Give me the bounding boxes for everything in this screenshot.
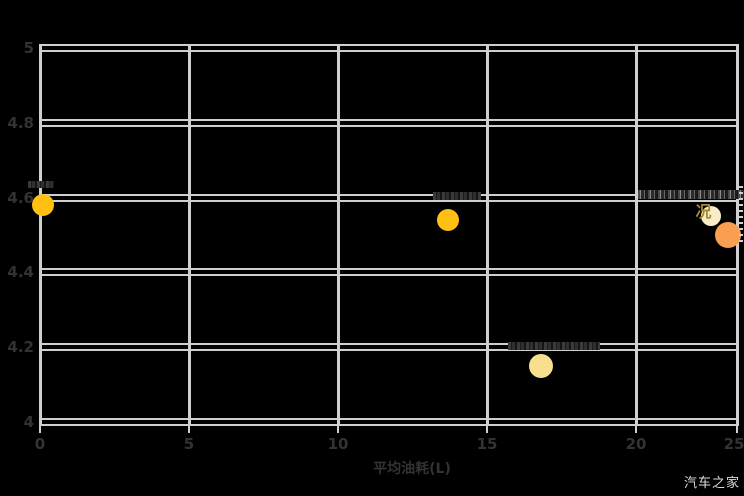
data-point[interactable] [528,353,553,378]
x-tick-label: 10 [327,435,349,453]
x-tick-label: 0 [34,435,46,453]
x-tick-mark [337,426,339,433]
y-tick-label: 4.4 [7,263,34,282]
clipped-label-fragment [739,186,743,242]
v-gridline [39,44,42,426]
data-point[interactable] [715,222,742,248]
v-gridline [635,44,638,426]
x-tick-mark [188,426,190,433]
illegible-data-label [638,190,744,199]
data-point[interactable] [437,209,460,232]
data-point[interactable] [700,206,721,227]
data-point[interactable] [31,194,54,217]
v-gridline [486,44,489,426]
x-tick-mark [635,426,637,433]
illegible-data-label [508,342,600,350]
x-tick-mark [486,426,488,433]
h-gridline [40,343,739,352]
x-axis-title: 平均油耗(L) [373,461,451,477]
x-tick-mark [736,426,738,433]
h-gridline [40,268,739,277]
y-tick-label: 4 [23,413,34,431]
watermark: 汽车之家 [683,476,740,491]
x-tick-label: 20 [625,435,647,453]
v-gridline [337,44,340,426]
h-gridline [40,418,739,426]
h-gridline [40,44,739,52]
y-tick-label: 5 [23,39,34,57]
v-gridline [188,44,191,426]
h-gridline [40,118,739,127]
data-point-label: 况 [695,202,712,222]
y-tick-label: 4.6 [7,188,34,207]
x-tick-mark [39,426,41,433]
y-tick-label: 4.8 [7,113,34,132]
h-gridline [40,193,739,202]
x-tick-label: 15 [476,435,498,453]
illegible-data-label [28,181,54,188]
x-tick-label: 25 [723,435,744,453]
illegible-data-label [433,192,481,200]
x-tick-label: 5 [183,435,195,453]
y-tick-label: 4.2 [7,338,34,357]
